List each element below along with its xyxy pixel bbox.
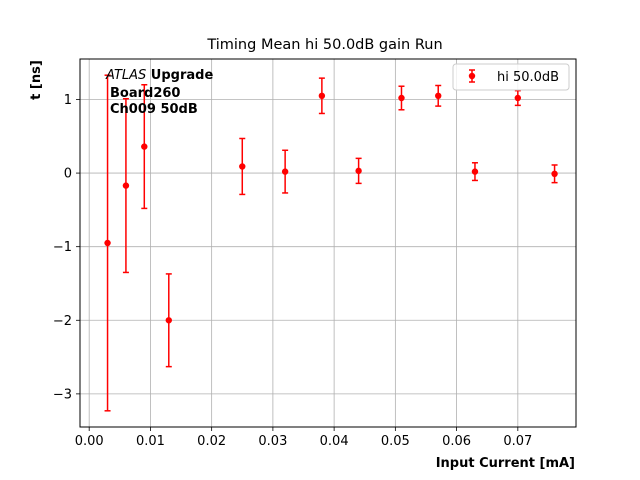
data-point	[514, 89, 522, 107]
data-marker	[165, 317, 172, 324]
x-tick-label: 0.00	[75, 434, 104, 449]
tick-layer: 0.00 0.01 0.02 0.03 0.04 0.05 0.06 0.07 −3 −2 −1 0 1	[53, 93, 532, 449]
data-marker	[398, 94, 405, 102]
data-point	[104, 74, 111, 412]
data-point	[239, 137, 246, 196]
x-tick-label: 0.04	[320, 434, 349, 449]
annotation-upgrade: Upgrade	[146, 68, 213, 83]
data-point	[551, 164, 558, 184]
annotation-line-1: ATLAS Upgrade	[105, 68, 213, 83]
annotation-line-3: Ch009 50dB	[110, 102, 198, 117]
data-point	[141, 84, 148, 210]
data-point	[281, 149, 289, 194]
grid-layer	[80, 59, 576, 427]
legend-box	[452, 63, 570, 91]
x-tick-label: 0.02	[197, 434, 226, 449]
data-marker	[355, 167, 362, 175]
data-point	[471, 162, 479, 182]
data-marker	[122, 182, 130, 189]
data-marker	[239, 163, 246, 170]
y-tick-label: −1	[53, 240, 72, 255]
x-tick-label: 0.05	[381, 434, 410, 449]
annotation-atlas: ATLAS	[105, 68, 146, 83]
data-point	[435, 84, 442, 107]
legend-label: hi 50.0dB	[497, 70, 559, 85]
data-layer	[104, 74, 558, 412]
data-point	[355, 157, 362, 185]
y-axis-label: t [ns]	[29, 60, 44, 100]
x-tick-label: 0.01	[136, 434, 165, 449]
annotation-line-2: Board260	[110, 86, 180, 101]
x-axis-label: Input Current [mA]	[436, 456, 575, 471]
x-tick-label: 0.06	[442, 434, 471, 449]
data-marker	[514, 94, 522, 102]
plot-frame	[79, 58, 577, 428]
data-marker	[281, 168, 289, 175]
chart-title: Timing Mean hi 50.0dB gain Run	[206, 37, 442, 53]
y-tick-label: −2	[53, 314, 72, 329]
y-tick-label: −3	[53, 387, 72, 402]
data-marker	[104, 239, 111, 247]
y-tick-label: 1	[64, 93, 72, 108]
data-marker	[141, 143, 148, 150]
annotation: ATLAS Upgrade Board260 Ch009 50dB	[105, 68, 213, 117]
data-point	[165, 273, 172, 368]
data-point	[122, 97, 130, 274]
x-tick-label: 0.07	[503, 434, 532, 449]
data-point	[318, 77, 326, 115]
data-point	[398, 85, 405, 111]
legend-marker-icon	[468, 72, 476, 80]
data-marker	[471, 168, 479, 175]
x-tick-label: 0.03	[258, 434, 287, 449]
legend: hi 50.0dB	[452, 63, 570, 91]
data-marker	[318, 92, 326, 100]
data-marker	[435, 92, 442, 100]
y-tick-label: 0	[64, 167, 72, 182]
data-marker	[551, 170, 558, 178]
